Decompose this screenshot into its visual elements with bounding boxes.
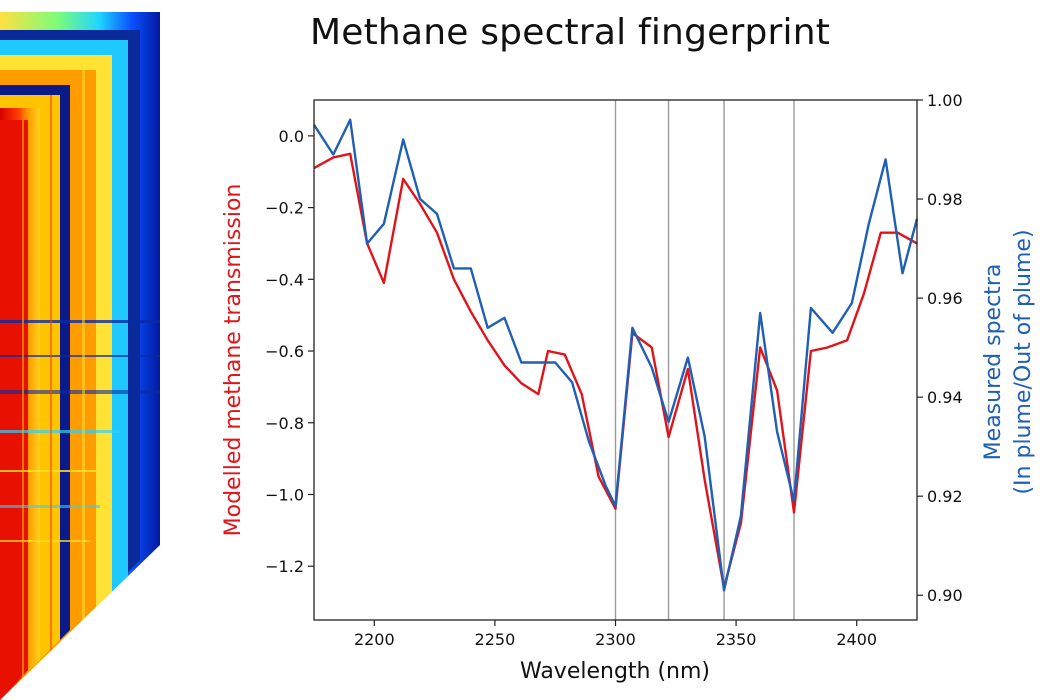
y-axis-right-title-line1: Measured spectra [981,264,1006,461]
y-axis-left-ticks: 0.0 −0.2 −0.4 −0.6 −0.8 −1.0 −1.2 [265,127,314,576]
modelled-transmission-line [313,152,918,589]
measured-spectra-line [312,118,919,592]
x-tick-label: 2250 [475,630,516,649]
chart-title: Methane spectral fingerprint [310,12,831,53]
x-tick-label: 2300 [595,630,636,649]
y-right-tick-label: 0.94 [927,388,963,407]
y-left-tick-label: −1.2 [265,557,304,576]
series-layer [312,118,919,592]
y-left-tick-label: −1.0 [265,485,304,504]
y-right-tick-label: 0.90 [927,586,963,605]
x-tick-label: 2200 [354,630,395,649]
x-tick-label: 2350 [716,630,757,649]
y-right-tick-label: 0.96 [927,289,963,308]
x-tick-label: 2400 [836,630,877,649]
hyperspectral-cube-graphic [0,12,160,700]
y-right-tick-label: 0.98 [927,190,963,209]
y-axis-right-ticks: 1.00 0.98 0.96 0.94 0.92 0.90 [917,91,963,605]
y-left-tick-label: −0.4 [265,270,304,289]
y-axis-right-title-line2: (In plume/Out of plume) [1011,229,1036,494]
x-axis-title: Wavelength (nm) [520,659,710,684]
y-left-tick-label: −0.2 [265,199,304,218]
x-axis-ticks: 2200 2250 2300 2350 2400 [354,620,877,649]
y-axis-left-title: Modelled methane transmission [221,184,246,537]
y-left-tick-label: 0.0 [279,127,304,146]
y-right-tick-label: 0.92 [927,487,963,506]
vertical-marker-lines [614,100,795,620]
y-left-tick-label: −0.6 [265,342,304,361]
y-left-tick-label: −0.8 [265,414,304,433]
y-right-tick-label: 1.00 [927,91,963,110]
